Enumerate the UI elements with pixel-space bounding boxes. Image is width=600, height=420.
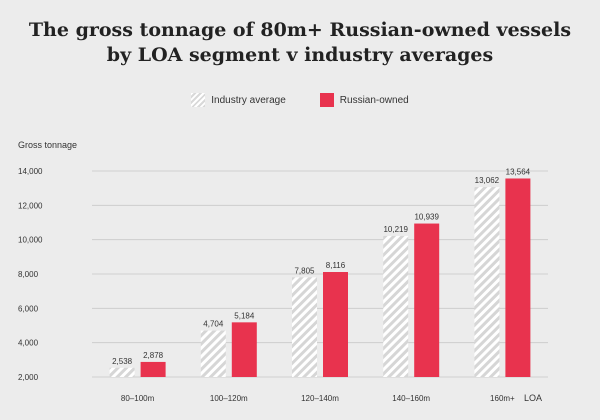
- bar-russian-owned: [323, 272, 348, 377]
- y-tick-label: 12,000: [18, 201, 43, 210]
- bar-russian-owned: [231, 322, 257, 377]
- y-tick-label: 14,000: [18, 167, 43, 176]
- bar-industry-average: [474, 187, 500, 377]
- x-tick-label: 80–100m: [121, 394, 155, 403]
- bars: 2,538 2,878 4,704 5,184 7,805 8,116 10,219 10,9…: [109, 167, 531, 377]
- y-tick-label: 6,000: [18, 304, 39, 313]
- data-label: 2,538: [112, 357, 133, 366]
- data-label: 8,116: [326, 261, 346, 270]
- data-label: 10,939: [414, 213, 439, 222]
- data-label: 7,805: [294, 266, 315, 275]
- legend-item-russian-owned: Russian-owned: [319, 93, 409, 107]
- bar-russian-owned: [505, 178, 531, 377]
- chart-title: The gross tonnage of 80m+ Russian-owned …: [0, 18, 600, 68]
- x-tick-label: 100–120m: [210, 394, 248, 403]
- y-tick-label: 2,000: [18, 373, 39, 382]
- chart-title-line-1: The gross tonnage of 80m+ Russian-owned …: [28, 19, 572, 41]
- y-tick-label: 8,000: [18, 270, 39, 279]
- legend-label-industry-average: Industry average: [211, 94, 286, 106]
- data-label: 10,219: [383, 225, 408, 234]
- y-tick-label: 4,000: [18, 339, 39, 348]
- data-label: 13,062: [475, 176, 500, 185]
- bar-industry-average: [383, 235, 409, 377]
- legend-swatch-russian-owned: [319, 93, 334, 107]
- data-label: 2,878: [143, 351, 164, 360]
- gridlines: [92, 170, 548, 378]
- chart-title-line-2: by LOA segment v industry averages: [106, 44, 494, 66]
- legend-label-russian-owned: Russian-owned: [339, 94, 409, 106]
- legend-swatch-industry-average: [191, 93, 206, 107]
- x-tick-label: 160m+: [490, 394, 515, 403]
- x-tick-label: 140–160m: [392, 394, 430, 403]
- x-tick-labels: 80–100m 100–120m 120–140m 140–160m 160m+: [121, 394, 515, 403]
- y-tick-labels: 2,000 4,000 6,000 8,000 10,000 12,000 14,000: [18, 167, 43, 382]
- data-label: 5,184: [234, 311, 255, 320]
- bar-industry-average: [292, 277, 317, 377]
- data-label: 4,704: [203, 320, 224, 329]
- x-tick-label: 120–140m: [301, 394, 339, 403]
- bar-russian-owned: [140, 361, 166, 377]
- y-axis-label: Gross tonnage: [18, 140, 77, 150]
- data-label: 13,564: [506, 167, 531, 176]
- legend-item-industry-average: Industry average: [191, 93, 286, 107]
- bar-industry-average: [200, 330, 226, 377]
- legend: Industry average Russian-owned: [0, 93, 600, 107]
- y-tick-label: 10,000: [18, 236, 43, 245]
- bar-russian-owned: [414, 223, 440, 377]
- bar-industry-average: [109, 367, 135, 377]
- x-axis-label: LOA: [524, 393, 542, 403]
